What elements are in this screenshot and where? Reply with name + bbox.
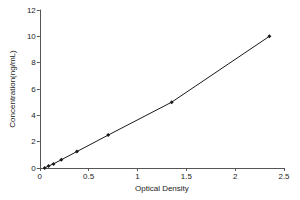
svg-text:2: 2 [233, 172, 238, 181]
svg-text:1.5: 1.5 [181, 172, 193, 181]
svg-text:8: 8 [31, 58, 36, 67]
svg-text:6: 6 [31, 85, 36, 94]
svg-text:12: 12 [27, 6, 36, 15]
svg-text:Concentration(ng/mL): Concentration(ng/mL) [8, 50, 17, 128]
svg-text:Optical Density: Optical Density [135, 184, 189, 193]
svg-text:10: 10 [27, 32, 36, 41]
svg-text:0: 0 [31, 164, 36, 173]
svg-text:2: 2 [31, 137, 36, 146]
svg-text:0: 0 [38, 172, 43, 181]
svg-text:1: 1 [135, 172, 140, 181]
svg-text:2.5: 2.5 [278, 172, 290, 181]
svg-text:4: 4 [31, 111, 36, 120]
svg-text:0.5: 0.5 [83, 172, 95, 181]
